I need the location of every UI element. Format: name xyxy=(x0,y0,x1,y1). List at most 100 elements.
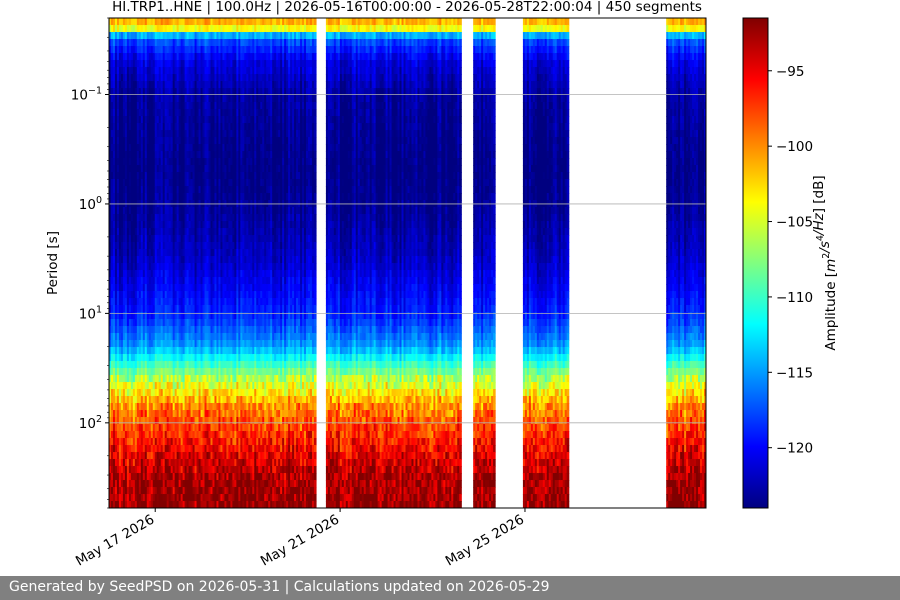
spectrogram-cell xyxy=(120,473,124,481)
spectrogram-cell xyxy=(190,382,194,390)
spectrogram-cell xyxy=(146,466,150,474)
spectrogram-cell xyxy=(200,116,204,124)
spectrogram-cell xyxy=(110,123,114,131)
spectrogram-cell xyxy=(200,256,204,264)
spectrogram-cell xyxy=(230,389,233,397)
spectrogram-cell xyxy=(220,144,224,152)
spectrogram-cell xyxy=(194,18,198,26)
spectrogram-cell xyxy=(238,32,241,40)
spectrogram-cell xyxy=(244,291,247,299)
spectrogram-cell xyxy=(174,214,178,222)
spectrogram-cell xyxy=(176,186,180,194)
spectrogram-cell xyxy=(140,137,144,145)
spectrogram-cell xyxy=(246,431,249,439)
spectrogram-cell xyxy=(190,445,194,453)
spectrogram-cell xyxy=(160,466,164,474)
spectrogram-cell xyxy=(126,67,130,75)
spectrogram-cell xyxy=(194,326,198,334)
spectrogram-cell xyxy=(232,347,235,355)
spectrogram-cell xyxy=(116,60,120,68)
spectrogram-cell xyxy=(244,431,247,439)
spectrogram-cell xyxy=(136,193,140,201)
spectrogram-cell xyxy=(156,305,160,313)
spectrogram-cell xyxy=(122,32,126,40)
spectrogram-cell xyxy=(118,256,122,264)
spectrogram-cell xyxy=(160,221,164,229)
spectrogram-cell xyxy=(120,130,124,138)
spectrogram-cell xyxy=(162,403,166,411)
spectrogram-cell xyxy=(170,18,174,26)
spectrogram-cell xyxy=(198,480,202,488)
spectrogram-cell xyxy=(126,473,130,481)
spectrogram-cell xyxy=(226,424,229,432)
spectrogram-cell xyxy=(188,277,192,285)
spectrogram-cell xyxy=(192,137,196,145)
spectrogram-cell xyxy=(200,326,204,334)
spectrogram-cell xyxy=(150,74,154,82)
spectrogram-cell xyxy=(236,487,239,495)
spectrogram-cell xyxy=(232,417,235,425)
spectrogram-cell xyxy=(196,102,200,110)
spectrogram-cell xyxy=(132,102,136,110)
spectrogram-cell xyxy=(144,277,148,285)
spectrogram-cell xyxy=(140,494,144,502)
spectrogram-cell xyxy=(122,361,126,369)
spectrogram-cell xyxy=(118,32,122,40)
spectrogram-cell xyxy=(174,382,178,390)
spectrogram-cell xyxy=(168,46,172,54)
spectrogram-cell xyxy=(112,473,116,481)
spectrogram-cell xyxy=(194,81,198,89)
spectrogram-cell xyxy=(214,277,218,285)
spectrogram-cell xyxy=(238,298,241,306)
spectrogram-cell xyxy=(174,53,178,61)
spectrogram-cell xyxy=(168,249,172,257)
spectrogram-cell xyxy=(198,228,202,236)
spectrogram-cell xyxy=(230,424,233,432)
spectrogram-cell xyxy=(164,123,168,131)
spectrogram-cell xyxy=(130,424,134,432)
spectrogram-cell xyxy=(166,312,170,320)
spectrogram-cell xyxy=(128,277,132,285)
spectrogram-cell xyxy=(156,438,160,446)
spectrogram-cell xyxy=(138,375,142,383)
spectrogram-cell xyxy=(128,60,132,68)
spectrogram-cell xyxy=(206,333,210,341)
spectrogram-cell xyxy=(168,424,172,432)
spectrogram-cell xyxy=(188,137,192,145)
spectrogram-cell xyxy=(238,361,241,369)
spectrogram-cell xyxy=(188,487,192,495)
spectrogram-cell xyxy=(158,438,162,446)
spectrogram-cell xyxy=(202,487,206,495)
spectrogram-cell xyxy=(154,158,158,166)
spectrogram-cell xyxy=(109,53,112,61)
spectrogram-cell xyxy=(232,312,235,320)
spectrogram-cell xyxy=(208,424,212,432)
spectrogram-cell xyxy=(154,431,158,439)
spectrogram-cell xyxy=(182,235,186,243)
spectrogram-cell xyxy=(118,459,122,467)
spectrogram-cell xyxy=(204,410,208,418)
spectrogram-cell xyxy=(180,382,184,390)
spectrogram-cell xyxy=(224,25,228,33)
spectrogram-cell xyxy=(204,270,208,278)
spectrogram-cell xyxy=(176,165,180,173)
spectrogram-cell xyxy=(244,165,247,173)
spectrogram-cell xyxy=(236,284,239,292)
spectrogram-cell xyxy=(240,340,243,348)
spectrogram-cell xyxy=(182,438,186,446)
spectrogram-cell xyxy=(156,151,160,159)
spectrogram-cell xyxy=(198,445,202,453)
spectrogram-cell xyxy=(110,340,114,348)
spectrogram-cell xyxy=(130,340,134,348)
spectrogram-cell xyxy=(190,88,194,96)
spectrogram-cell xyxy=(116,410,120,418)
spectrogram-cell xyxy=(226,53,229,61)
spectrogram-cell xyxy=(160,88,164,96)
spectrogram-cell xyxy=(180,270,184,278)
spectrogram-cell xyxy=(154,305,158,313)
spectrogram-cell xyxy=(148,389,152,397)
spectrogram-cell xyxy=(116,291,120,299)
spectrogram-cell xyxy=(146,354,150,362)
spectrogram-cell xyxy=(184,305,188,313)
spectrogram-cell xyxy=(130,466,134,474)
